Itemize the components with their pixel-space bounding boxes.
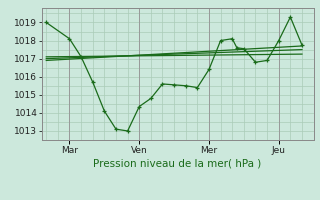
X-axis label: Pression niveau de la mer( hPa ): Pression niveau de la mer( hPa ) bbox=[93, 159, 262, 169]
